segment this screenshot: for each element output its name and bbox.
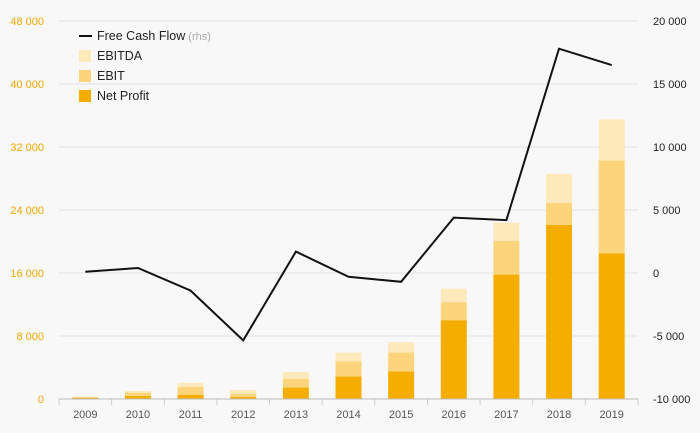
- bar-ebit-2013: [282, 378, 309, 388]
- free-cash-flow-line-group: [85, 47, 612, 342]
- legend-swatch-ebitda: [79, 50, 91, 62]
- left-tick-label: 0: [38, 394, 44, 406]
- bar-net-profit-2012: [230, 397, 257, 399]
- bar-ebit-2012: [230, 393, 257, 398]
- bar-ebitda-2018: [546, 173, 573, 203]
- bars: [72, 119, 625, 399]
- x-tick-label: 2019: [599, 409, 623, 421]
- x-tick-label: 2014: [336, 409, 360, 421]
- bar-ebitda-2013: [282, 371, 309, 379]
- bar-ebit-2014: [335, 361, 362, 377]
- bar-ebitda-2015: [388, 342, 415, 353]
- bar-net-profit-2018: [546, 224, 573, 399]
- x-tick-label: 2009: [73, 409, 97, 421]
- x-tick-label: 2010: [126, 409, 150, 421]
- bar-ebitda-2010: [124, 391, 151, 393]
- bar-net-profit-2015: [388, 371, 415, 399]
- right-tick-label: -5 000: [653, 331, 684, 343]
- bar-net-profit-2014: [335, 376, 362, 399]
- legend-suffix: (rhs): [185, 31, 211, 43]
- right-tick-label: -10 000: [653, 394, 690, 406]
- x-tick-label: 2011: [179, 409, 203, 421]
- left-tick-label: 16 000: [10, 268, 44, 280]
- bar-net-profit-2011: [177, 394, 204, 399]
- left-tick-label: 40 000: [10, 79, 44, 91]
- bar-ebitda-2019: [598, 119, 625, 161]
- left-tick-label: 8 000: [16, 331, 44, 343]
- bar-ebitda-2017: [493, 222, 520, 241]
- x-tick-label: 2017: [494, 409, 518, 421]
- x-tick-label: 2016: [442, 409, 466, 421]
- bar-ebit-2018: [546, 202, 573, 225]
- bar-net-profit-2013: [282, 387, 309, 399]
- free-cash-flow-line: [85, 47, 612, 342]
- bar-ebit-2010: [124, 392, 151, 396]
- legend-swatch-net-profit: [79, 90, 91, 102]
- bar-ebit-2016: [440, 302, 467, 321]
- bar-ebitda-2014: [335, 352, 362, 362]
- legend-label-net-profit: Net Profit: [97, 89, 150, 103]
- x-tick-label: 2013: [284, 409, 308, 421]
- left-tick-label: 48 000: [10, 16, 44, 28]
- bar-ebitda-2016: [440, 288, 467, 303]
- legend-label-ebitda: EBITDA: [97, 49, 143, 63]
- bar-net-profit-2016: [440, 320, 467, 399]
- bar-ebit-2017: [493, 240, 520, 275]
- bar-ebit-2015: [388, 352, 415, 372]
- bar-ebitda-2012: [230, 389, 257, 394]
- right-tick-label: 5 000: [653, 205, 681, 217]
- left-tick-label: 24 000: [10, 205, 44, 217]
- x-tick-label: 2018: [547, 409, 571, 421]
- left-tick-label: 32 000: [10, 142, 44, 154]
- legend-swatch-ebit: [79, 70, 91, 82]
- legend-label-free-cash-flow: Free Cash Flow (rhs): [97, 29, 211, 43]
- right-tick-label: 10 000: [653, 142, 687, 154]
- bar-ebitda-2011: [177, 382, 204, 387]
- bar-net-profit-2017: [493, 274, 520, 399]
- axes: 0 8 000 16 000 24 000 32 000 40 000 48 000 -10 …: [10, 16, 690, 421]
- legend: Free Cash Flow (rhs) EBITDA EBIT Net Profit: [79, 29, 211, 103]
- gridlines: [59, 20, 638, 337]
- bar-ebit-2009: [72, 397, 99, 398]
- legend-label-ebit: EBIT: [97, 69, 125, 83]
- right-tick-label: 15 000: [653, 79, 687, 91]
- x-tick-label: 2012: [231, 409, 255, 421]
- right-tick-label: 0: [653, 268, 659, 280]
- bar-net-profit-2019: [598, 253, 625, 399]
- bar-net-profit-2010: [124, 395, 151, 399]
- right-tick-label: 20 000: [653, 16, 687, 28]
- bar-net-profit-2009: [72, 397, 99, 399]
- x-tick-label: 2015: [389, 409, 413, 421]
- bar-ebit-2019: [598, 160, 625, 254]
- bar-ebit-2011: [177, 386, 204, 395]
